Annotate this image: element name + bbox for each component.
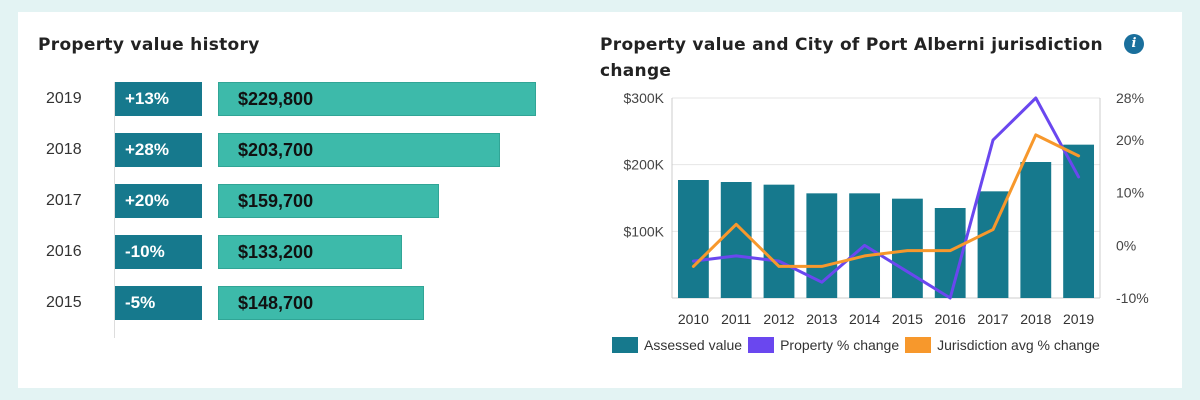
- x-axis-tick-label: 2015: [892, 311, 923, 327]
- history-row: 2017 +20% $159,700: [38, 184, 558, 218]
- right-axis-tick-label: 28%: [1116, 90, 1144, 106]
- right-axis-tick-label: 20%: [1116, 132, 1144, 148]
- x-axis-tick-label: 2011: [721, 311, 751, 327]
- combo-chart: $100K $200K $300K -10% 0% 10% 20% 28% 2010 2011 20…: [624, 90, 1149, 327]
- history-value-bar[interactable]: [218, 184, 439, 218]
- left-axis-tick-label: $200K: [624, 157, 665, 173]
- property-history-title: Property value history: [38, 35, 260, 55]
- x-axis-tick-label: 2013: [806, 311, 837, 327]
- x-axis-tick-label: 2010: [678, 311, 709, 327]
- history-year: 2016: [46, 243, 82, 260]
- legend-label: Property % change: [780, 337, 900, 353]
- legend-label: Assessed value: [644, 337, 743, 353]
- history-change-badge: -10%: [115, 235, 202, 269]
- assessed-value-bar: [891, 198, 923, 298]
- x-axis-tick-label: 2018: [1020, 311, 1051, 327]
- history-change-badge: +28%: [115, 133, 202, 167]
- assessed-value-bar: [1063, 144, 1095, 298]
- chart-card: Property value history 2019 +13% $229,80…: [18, 12, 1182, 388]
- history-value-label: $133,200: [238, 242, 314, 262]
- x-axis-tick-label: 2016: [935, 311, 966, 327]
- jurisdiction-change-line: [691, 133, 1081, 268]
- history-year: 2017: [46, 192, 82, 209]
- history-row: 2016 -10% $133,200: [38, 235, 558, 269]
- assessed-value-bar: [934, 208, 966, 298]
- left-axis-tick-label: $100K: [624, 223, 665, 239]
- info-icon[interactable]: i: [1124, 34, 1144, 54]
- history-value-label: $159,700: [238, 191, 314, 211]
- history-value-bar[interactable]: [218, 235, 403, 269]
- legend-swatch: [905, 337, 932, 353]
- history-value-bar[interactable]: [218, 133, 500, 167]
- history-change-badge: +13%: [115, 82, 202, 116]
- x-axis-tick-label: 2019: [1063, 311, 1094, 327]
- property-history-chart: 2019 +13% $229,800 2018 +28% $203,700 20…: [38, 82, 558, 342]
- history-year: 2015: [46, 294, 82, 311]
- history-year: 2019: [46, 90, 82, 107]
- legend-jurisdiction-change[interactable]: Jurisdiction avg % change: [905, 337, 1100, 353]
- assessed-value-bar: [677, 180, 709, 298]
- assessed-value-bar: [720, 182, 752, 298]
- history-change-badge: +20%: [115, 184, 202, 218]
- history-row: 2015 -5% $148,700: [38, 286, 558, 320]
- x-axis-tick-label: 2014: [849, 311, 880, 327]
- chart-legend: Assessed value Property % change Jurisdi…: [612, 334, 1106, 356]
- assessed-value-bar: [1020, 162, 1052, 298]
- property-change-line: [691, 96, 1081, 300]
- history-value-label: $148,700: [238, 293, 314, 313]
- x-axis-tick-label: 2012: [763, 311, 794, 327]
- legend-assessed-value[interactable]: Assessed value: [612, 337, 742, 353]
- legend-label: Jurisdiction avg % change: [937, 337, 1100, 353]
- legend-swatch: [612, 337, 638, 353]
- history-value-bar[interactable]: [218, 286, 424, 320]
- history-value-label: $203,700: [238, 140, 314, 160]
- history-value-label: $229,800: [238, 89, 314, 109]
- legend-swatch: [748, 337, 775, 353]
- history-year: 2018: [46, 141, 82, 158]
- right-axis-tick-label: 10%: [1116, 185, 1144, 201]
- left-axis-tick-label: $300K: [624, 90, 665, 106]
- history-row: 2019 +13% $229,800: [38, 82, 558, 116]
- history-change-badge: -5%: [115, 286, 202, 320]
- x-axis-tick-label: 2017: [977, 311, 1008, 327]
- right-axis-tick-label: -10%: [1116, 290, 1149, 306]
- combo-chart-title: Property value and City of Port Alberni …: [600, 35, 1103, 81]
- legend-property-change[interactable]: Property % change: [748, 337, 899, 353]
- assessed-value-bar: [763, 184, 795, 298]
- right-axis-tick-label: 0%: [1116, 237, 1136, 253]
- history-value-bar[interactable]: [218, 82, 536, 116]
- history-row: 2018 +28% $203,700: [38, 133, 558, 167]
- history-axis-line: [114, 82, 115, 338]
